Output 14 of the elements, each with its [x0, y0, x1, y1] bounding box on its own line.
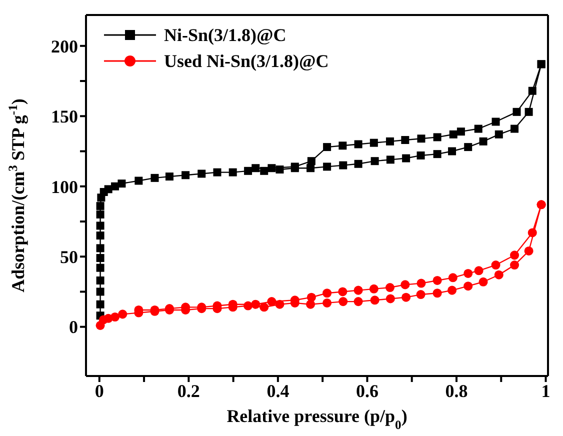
legend-label: Ni-Sn(3/1.8)@C [164, 24, 286, 46]
y-tick-label: 100 [51, 176, 78, 197]
x-tick-label: 0 [94, 380, 104, 401]
legend-label: Used Ni-Sn(3/1.8)@C [164, 50, 329, 72]
x-axis-title: Relative pressure (p/p$_{0}$) [226, 406, 408, 432]
y-tick-label: 50 [60, 246, 78, 267]
x-tick-label: 0.4 [266, 380, 290, 401]
y-tick-label: 0 [69, 317, 78, 338]
x-tick-label: 1 [541, 380, 550, 401]
y-tick-label: 150 [51, 106, 78, 127]
x-tick-label: 0.8 [445, 380, 468, 401]
y-tick-label: 200 [51, 36, 78, 56]
x-tick-label: 0.2 [177, 380, 200, 401]
x-tick-label: 0.6 [356, 380, 378, 401]
